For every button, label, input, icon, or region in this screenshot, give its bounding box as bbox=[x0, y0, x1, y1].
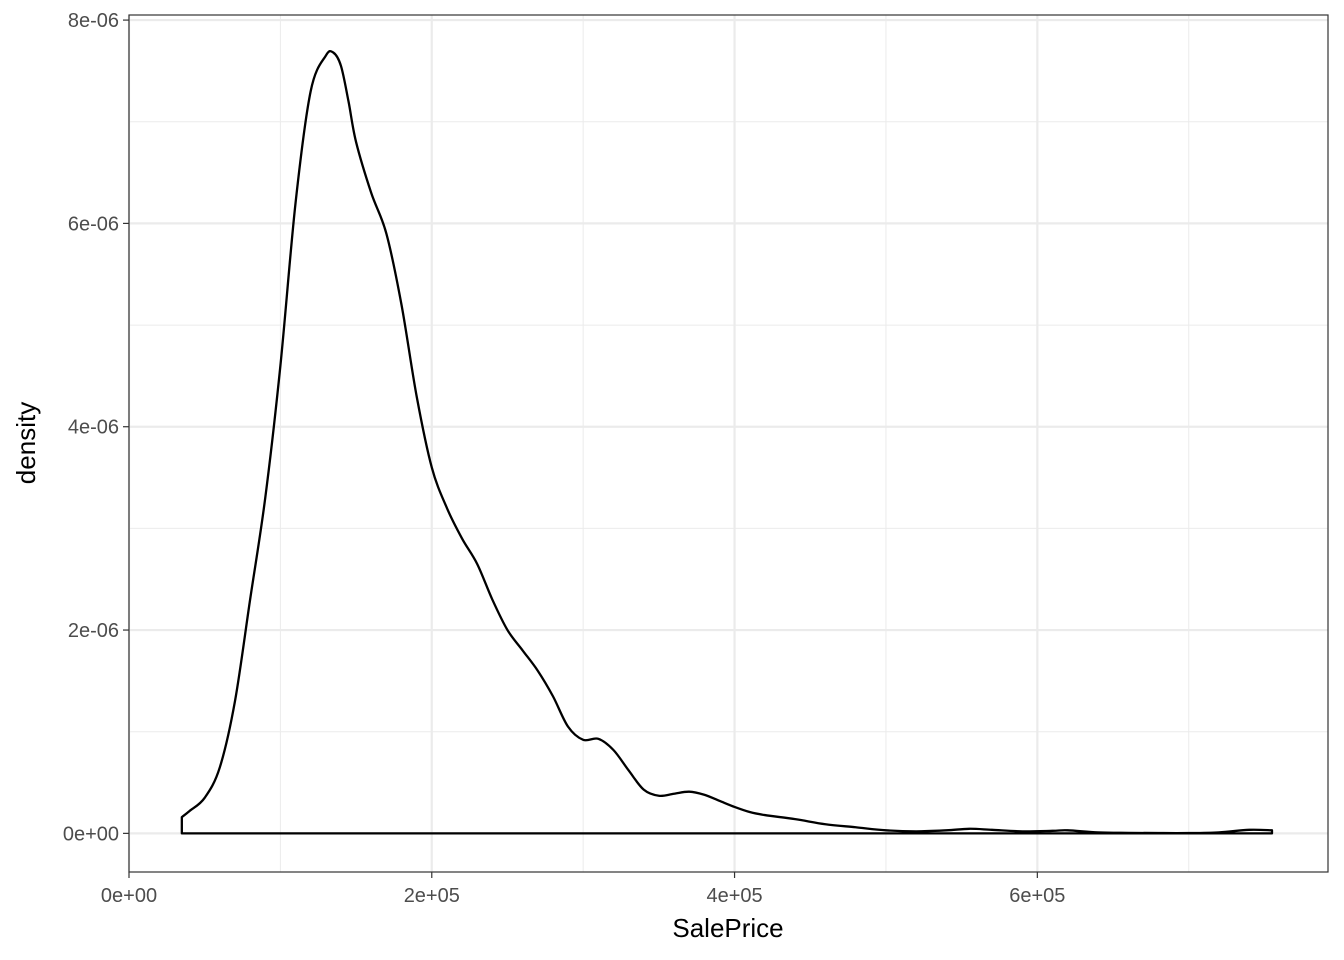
y-axis: 0e+00 2e-06 4e-06 6e-06 8e-06 bbox=[63, 10, 129, 845]
x-tick-label: 6e+05 bbox=[1009, 885, 1065, 907]
density-curve bbox=[180, 49, 1274, 835]
grid-minor bbox=[129, 15, 1328, 872]
y-tick-label: 4e-06 bbox=[68, 417, 119, 439]
x-tick-label: 0e+00 bbox=[101, 885, 157, 907]
plot-panel-background bbox=[129, 15, 1328, 872]
x-axis: 0e+00 2e+05 4e+05 6e+05 bbox=[101, 872, 1065, 907]
x-tick-label: 4e+05 bbox=[706, 885, 762, 907]
y-tick-label: 8e-06 bbox=[68, 10, 119, 32]
y-tick-label: 0e+00 bbox=[63, 823, 119, 845]
y-tick-label: 6e-06 bbox=[68, 213, 119, 235]
plot-panel-border bbox=[128, 14, 1329, 873]
x-tick-label: 2e+05 bbox=[404, 885, 460, 907]
y-axis-title: density bbox=[11, 402, 41, 484]
x-axis-title: SalePrice bbox=[672, 913, 783, 943]
y-tick-label: 2e-06 bbox=[68, 620, 119, 642]
